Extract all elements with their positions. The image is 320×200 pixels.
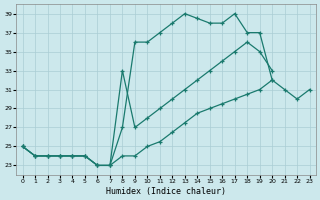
X-axis label: Humidex (Indice chaleur): Humidex (Indice chaleur): [106, 187, 226, 196]
